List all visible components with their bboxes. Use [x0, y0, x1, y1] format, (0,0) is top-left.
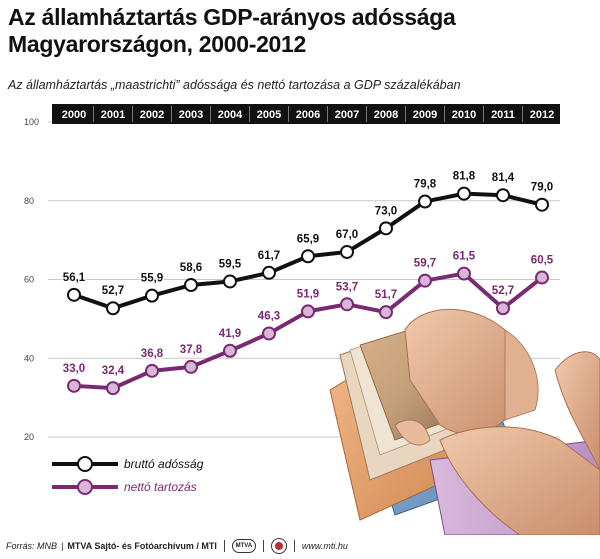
data-point [106, 301, 120, 316]
data-point [262, 326, 276, 341]
footer: Forrás: MNB | MTVA Sajtó- és Fotóarchívu… [6, 537, 596, 555]
mti-logo-icon [270, 538, 287, 554]
data-label: 56,1 [63, 272, 86, 284]
x-tick-label: 2002 [140, 109, 164, 121]
value-labels: 56,1 52,7 55,9 58,6 59,5 61,7 65,9 67,0 73,0 79,8… [61, 169, 555, 379]
data-label: 73,0 [375, 205, 397, 217]
data-point [145, 363, 159, 378]
data-label: 61,5 [453, 251, 476, 263]
legend-swatch-marker [77, 479, 93, 495]
data-label: 58,6 [180, 262, 202, 274]
data-point [145, 288, 159, 303]
y-tick-labels: 20 40 60 80 100 [24, 117, 39, 442]
chart-subtitle: Az államháztartás „maastrichti” adóssága… [8, 78, 461, 92]
chart-title: Az államháztartás GDP-arányos adóssága M… [8, 4, 568, 58]
data-point [223, 343, 237, 358]
mtva-logo: MTVA [231, 539, 256, 553]
data-label: 37,8 [180, 344, 203, 356]
data-label: 41,9 [219, 328, 241, 340]
footer-separator [223, 540, 225, 552]
data-label: 52,7 [492, 285, 514, 297]
data-point [535, 197, 549, 212]
x-tick-label: 2005 [257, 109, 281, 121]
data-label: 51,7 [375, 289, 397, 301]
data-label: 36,8 [141, 348, 164, 360]
data-label: 53,7 [336, 281, 358, 293]
data-label: 67,0 [336, 229, 358, 241]
title-line-1: Az államháztartás GDP-arányos adóssága [8, 4, 456, 30]
data-point [106, 381, 120, 396]
x-tick-label: 2011 [491, 109, 515, 121]
data-point [379, 221, 393, 236]
data-point [418, 273, 432, 288]
legend-swatch-marker [77, 456, 93, 472]
y-tick-label: 40 [24, 353, 34, 363]
data-point [262, 265, 276, 280]
data-label: 60,5 [531, 255, 554, 267]
euro-banknotes-photo: 500 [329, 308, 600, 535]
source-text: Forrás: MNB [6, 541, 58, 551]
url-text: www.mti.hu [301, 541, 348, 551]
data-point [301, 249, 315, 264]
y-tick-label: 100 [24, 117, 39, 127]
data-label: 79,8 [414, 179, 437, 191]
data-point [184, 278, 198, 293]
data-point [67, 378, 81, 393]
agency-text: MTVA Sajtó- és Fotóarchívum / MTI [67, 541, 217, 551]
x-tick-label: 2004 [218, 109, 243, 121]
x-tick-label: 2012 [530, 109, 554, 121]
title-line-2: Magyarországon, 2000-2012 [8, 31, 307, 57]
legend: bruttó adósság nettó tartozás [52, 456, 204, 495]
legend-label: nettó tartozás [124, 480, 197, 494]
data-point [340, 297, 354, 312]
data-label: 51,9 [297, 288, 319, 300]
year-band-bg [52, 104, 560, 124]
data-point [223, 274, 237, 289]
x-tick-label: 2006 [296, 109, 320, 121]
x-tick-label: 2007 [335, 109, 359, 121]
x-tick-label: 2003 [179, 109, 203, 121]
data-label: 32,4 [102, 365, 125, 377]
data-point [535, 270, 549, 285]
data-label: 52,7 [102, 285, 124, 297]
data-point [301, 304, 315, 319]
data-point [457, 266, 471, 281]
data-label: 81,8 [453, 171, 476, 183]
x-tick-label: 2008 [374, 109, 398, 121]
data-point [457, 186, 471, 201]
data-point [184, 359, 198, 374]
data-label: 59,5 [219, 258, 242, 270]
data-label: 33,0 [63, 363, 85, 375]
data-point [418, 194, 432, 209]
data-label: 79,0 [531, 182, 553, 194]
data-label: 61,7 [258, 250, 280, 262]
data-point [67, 287, 81, 302]
data-point [379, 305, 393, 320]
data-label: 46,3 [258, 310, 280, 322]
legend-label: bruttó adósság [124, 457, 204, 471]
y-tick-label: 60 [24, 275, 34, 285]
series-layer [67, 186, 549, 396]
x-tick-label: 2000 [62, 109, 86, 121]
footer-separator [293, 540, 295, 552]
data-point [340, 244, 354, 259]
data-label: 65,9 [297, 233, 319, 245]
x-tick-label: 2009 [413, 109, 437, 121]
y-tick-label: 20 [24, 432, 34, 442]
line-chart: 2000 2001 2002 2003 2004 2005 2006 2007 2008 2009… [24, 104, 600, 535]
data-label: 59,7 [414, 258, 436, 270]
x-tick-label: 2010 [452, 109, 476, 121]
data-label: 55,9 [141, 273, 163, 285]
y-tick-label: 80 [24, 196, 34, 206]
data-point [496, 188, 510, 203]
data-label: 81,4 [492, 172, 515, 184]
year-band: 2000 2001 2002 2003 2004 2005 2006 2007 2008 2009… [52, 104, 560, 124]
footer-separator [262, 540, 264, 552]
data-point [496, 301, 510, 316]
x-tick-label: 2001 [101, 109, 125, 121]
